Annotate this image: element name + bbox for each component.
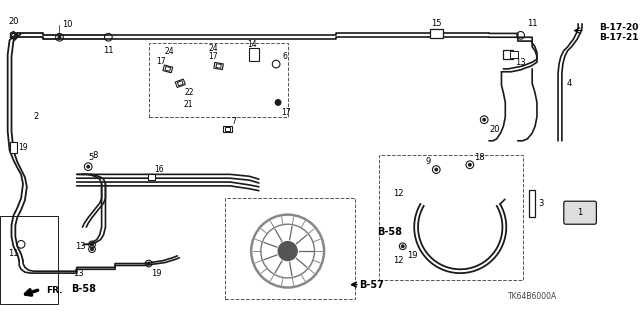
Bar <box>225 198 355 299</box>
Text: 19: 19 <box>407 251 417 260</box>
Text: 1: 1 <box>577 208 582 217</box>
Polygon shape <box>214 63 223 70</box>
Text: B-58: B-58 <box>377 227 402 237</box>
Text: B-58: B-58 <box>71 285 96 294</box>
Text: 16: 16 <box>154 165 164 174</box>
Circle shape <box>58 36 61 39</box>
Text: 24: 24 <box>208 44 218 53</box>
Text: 12: 12 <box>393 256 403 265</box>
Text: 18: 18 <box>474 152 484 162</box>
Text: 3: 3 <box>538 199 543 208</box>
Polygon shape <box>148 174 156 180</box>
Text: B-57: B-57 <box>360 280 385 290</box>
Polygon shape <box>529 190 535 217</box>
Polygon shape <box>225 127 230 131</box>
Circle shape <box>87 165 90 168</box>
Text: 22: 22 <box>184 88 194 97</box>
Polygon shape <box>250 48 259 61</box>
Text: B-17-20: B-17-20 <box>599 23 639 32</box>
Circle shape <box>435 168 438 171</box>
Text: 20: 20 <box>8 18 19 26</box>
Text: 24: 24 <box>165 47 175 56</box>
Polygon shape <box>165 66 171 71</box>
Polygon shape <box>175 79 186 87</box>
Circle shape <box>468 163 471 166</box>
Text: 11: 11 <box>8 249 19 258</box>
Bar <box>148 43 287 117</box>
Polygon shape <box>10 142 17 153</box>
Circle shape <box>401 245 404 248</box>
Polygon shape <box>429 29 443 38</box>
Circle shape <box>275 100 281 105</box>
Text: 20: 20 <box>490 125 500 134</box>
Text: 2: 2 <box>34 112 39 121</box>
Text: 12: 12 <box>393 189 403 198</box>
Text: 10: 10 <box>62 20 72 29</box>
Circle shape <box>147 262 150 265</box>
Text: 14: 14 <box>247 41 257 49</box>
Text: 11: 11 <box>527 19 538 28</box>
Bar <box>379 155 523 280</box>
Bar <box>0 216 58 304</box>
Text: 17: 17 <box>208 52 218 61</box>
Polygon shape <box>163 65 173 73</box>
FancyBboxPatch shape <box>564 201 596 224</box>
Text: 11: 11 <box>103 46 113 55</box>
Circle shape <box>91 248 93 251</box>
Polygon shape <box>216 64 221 68</box>
Text: B-17-21: B-17-21 <box>599 33 639 42</box>
Text: 13: 13 <box>74 269 84 278</box>
Polygon shape <box>177 81 183 86</box>
Text: FR.: FR. <box>46 286 63 295</box>
Text: 7: 7 <box>232 117 236 126</box>
Circle shape <box>483 118 486 121</box>
Text: 9: 9 <box>426 157 431 167</box>
Text: 8: 8 <box>92 151 98 160</box>
Polygon shape <box>510 51 518 58</box>
Polygon shape <box>504 50 513 59</box>
Text: 19: 19 <box>151 269 161 278</box>
Text: 21: 21 <box>183 100 193 109</box>
Text: 17: 17 <box>281 108 291 116</box>
Polygon shape <box>223 126 232 132</box>
Text: 13: 13 <box>76 242 86 251</box>
Text: 19: 19 <box>18 143 28 152</box>
Text: TK64B6000A: TK64B6000A <box>508 292 557 300</box>
Text: 6: 6 <box>282 52 287 61</box>
Circle shape <box>278 241 297 261</box>
Text: 5: 5 <box>88 152 93 162</box>
Text: 17: 17 <box>156 57 166 66</box>
Circle shape <box>91 243 93 246</box>
Text: 15: 15 <box>431 19 442 28</box>
Text: 4: 4 <box>567 79 572 88</box>
Text: 13: 13 <box>515 58 526 67</box>
